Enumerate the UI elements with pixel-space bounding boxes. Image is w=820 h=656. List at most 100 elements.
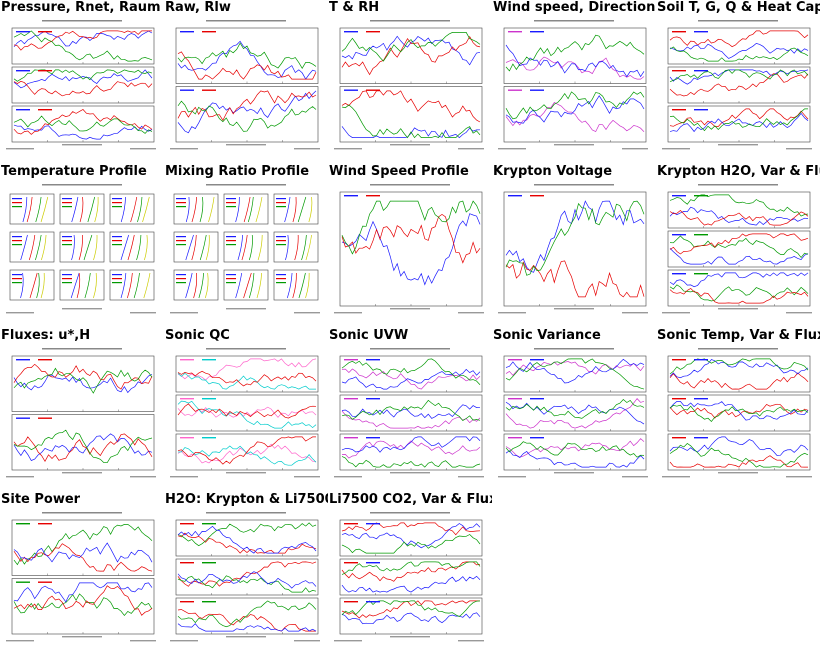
series-line bbox=[13, 585, 153, 616]
series-line bbox=[341, 368, 481, 390]
series-line bbox=[341, 200, 481, 255]
plot-thumbnail bbox=[662, 20, 812, 150]
series-line bbox=[13, 124, 153, 140]
series-line bbox=[341, 575, 481, 593]
series-line bbox=[13, 30, 152, 51]
series-line bbox=[669, 247, 809, 265]
plot-thumbnail-link[interactable] bbox=[330, 344, 490, 484]
plot-thumbnail-link[interactable] bbox=[166, 180, 326, 320]
plot-thumbnail bbox=[498, 348, 648, 478]
series-line bbox=[505, 441, 645, 458]
series-line bbox=[341, 534, 481, 554]
plot-cell: Sonic UVW bbox=[328, 328, 492, 492]
series-line bbox=[13, 582, 153, 603]
series-line bbox=[505, 91, 645, 120]
series-line bbox=[669, 112, 809, 133]
series-line bbox=[669, 372, 809, 390]
plot-thumbnail-link[interactable] bbox=[2, 180, 162, 320]
plot-thumbnail bbox=[6, 512, 156, 642]
plot-thumbnail-link[interactable] bbox=[2, 508, 162, 648]
plot-title: Li7500 CO2, Var & Flux bbox=[329, 492, 492, 507]
plot-thumbnail-link[interactable] bbox=[494, 344, 654, 484]
series-line bbox=[13, 69, 153, 82]
series-line bbox=[669, 404, 809, 423]
series-line bbox=[13, 30, 153, 62]
series-line bbox=[505, 398, 645, 429]
plot-thumbnail-link[interactable] bbox=[494, 16, 654, 156]
plot-thumbnail-link[interactable] bbox=[658, 16, 818, 156]
series-line bbox=[669, 210, 809, 226]
series-line bbox=[505, 44, 645, 78]
plot-title: T & RH bbox=[329, 0, 380, 15]
series-line bbox=[505, 361, 645, 376]
series-line bbox=[177, 372, 316, 390]
series-line bbox=[505, 95, 645, 124]
plot-thumbnail-link[interactable] bbox=[166, 16, 326, 156]
series-line bbox=[505, 56, 645, 80]
series-line bbox=[177, 532, 317, 554]
plot-cell: T & RH bbox=[328, 0, 492, 164]
series-line bbox=[341, 612, 481, 625]
series-line bbox=[177, 522, 317, 547]
series-line bbox=[669, 233, 809, 255]
series-line bbox=[341, 436, 481, 453]
series-line bbox=[669, 43, 809, 59]
series-line bbox=[341, 104, 481, 139]
series-line bbox=[177, 443, 317, 464]
series-line bbox=[13, 433, 153, 463]
series-line bbox=[177, 525, 317, 554]
series-line bbox=[669, 108, 808, 132]
series-line bbox=[13, 374, 153, 394]
series-line bbox=[669, 287, 809, 304]
series-line bbox=[341, 410, 481, 429]
series-line bbox=[341, 35, 481, 76]
plot-thumbnail-link[interactable] bbox=[330, 180, 490, 320]
series-line bbox=[669, 30, 809, 48]
series-line bbox=[341, 213, 481, 264]
plot-title: Krypton H2O, Var & Flux bbox=[657, 164, 820, 179]
plot-cell: Fluxes: u*,H bbox=[0, 328, 164, 492]
plot-thumbnail-link[interactable] bbox=[166, 508, 326, 648]
series-line bbox=[505, 438, 645, 458]
plot-title: Krypton Voltage bbox=[493, 164, 613, 179]
plot-thumbnail-link[interactable] bbox=[494, 180, 654, 320]
series-line bbox=[177, 90, 317, 134]
plot-cell: Soil T, G, Q & Heat Cap bbox=[656, 0, 820, 164]
series-line bbox=[177, 370, 317, 387]
series-line bbox=[177, 623, 317, 632]
plot-cell: Site Power bbox=[0, 492, 164, 656]
plot-thumbnail-link[interactable] bbox=[166, 344, 326, 484]
plot-cell: Krypton Voltage bbox=[492, 164, 656, 328]
series-line bbox=[669, 358, 809, 375]
plot-thumbnail-link[interactable] bbox=[658, 344, 818, 484]
series-line bbox=[669, 359, 809, 379]
plot-thumbnail-link[interactable] bbox=[330, 16, 490, 156]
series-line bbox=[505, 260, 645, 298]
plot-thumbnail bbox=[170, 184, 320, 314]
plot-title: Temperature Profile bbox=[1, 164, 147, 179]
plot-title: Pressure, Rnet, Raum bbox=[1, 0, 161, 15]
series-line bbox=[177, 445, 317, 466]
plot-thumbnail-link[interactable] bbox=[2, 16, 162, 156]
plot-thumbnail bbox=[6, 20, 156, 150]
series-line bbox=[669, 403, 809, 419]
plot-thumbnail bbox=[334, 184, 484, 314]
series-line bbox=[669, 46, 809, 62]
series-line bbox=[669, 108, 809, 127]
plot-title: H2O: Krypton & Li7500 bbox=[165, 492, 328, 507]
series-line bbox=[341, 440, 481, 459]
plot-thumbnail bbox=[170, 348, 320, 478]
plot-title: Sonic UVW bbox=[329, 328, 409, 343]
series-line bbox=[177, 600, 317, 628]
series-line bbox=[505, 450, 645, 468]
plot-cell: Li7500 CO2, Var & Flux bbox=[328, 492, 492, 656]
plot-thumbnail-link[interactable] bbox=[2, 344, 162, 484]
series-line bbox=[669, 443, 809, 468]
series-line bbox=[341, 404, 481, 419]
series-line bbox=[505, 102, 645, 133]
series-line bbox=[341, 358, 481, 385]
series-line bbox=[177, 40, 317, 80]
plot-thumbnail-link[interactable] bbox=[658, 180, 818, 320]
plot-thumbnail-link[interactable] bbox=[330, 508, 490, 648]
